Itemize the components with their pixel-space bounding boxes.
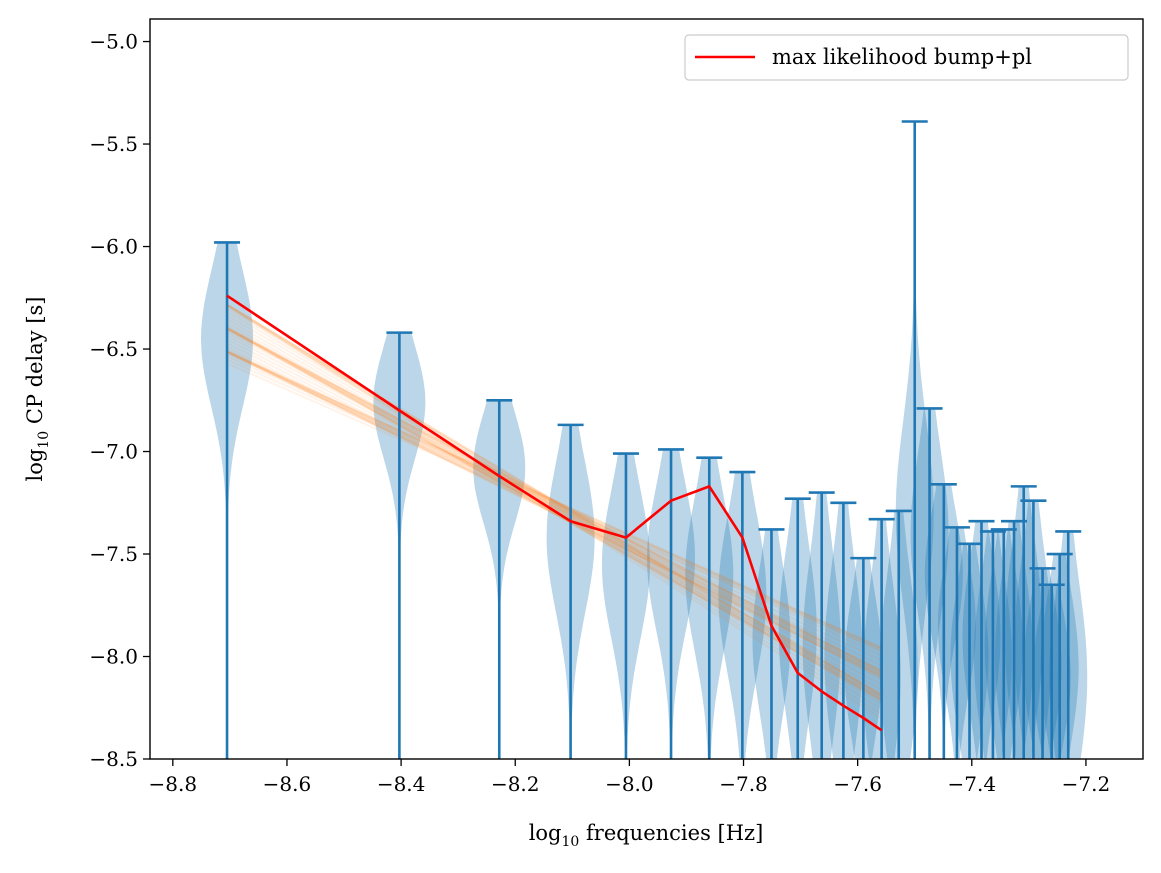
y-tick-label: −5.0 bbox=[89, 30, 138, 54]
x-tick-label: −8.4 bbox=[377, 772, 426, 796]
y-tick-label: −7.0 bbox=[89, 440, 138, 464]
x-tick-label: −7.2 bbox=[1062, 772, 1111, 796]
x-tick-label: −8.8 bbox=[149, 772, 198, 796]
legend-box bbox=[684, 34, 1129, 81]
x-axis-label-text: frequencies [Hz] bbox=[579, 821, 763, 845]
y-tick-label: −8.0 bbox=[89, 645, 138, 669]
violin-extrema-layer bbox=[214, 120, 1082, 759]
y-axis-label-prefix: log bbox=[23, 449, 47, 482]
x-tick-label: −8.2 bbox=[491, 772, 540, 796]
x-axis-label-subscript: 10 bbox=[562, 834, 580, 850]
x-axis-label-prefix: log bbox=[529, 821, 562, 845]
y-tick-label: −6.0 bbox=[89, 235, 138, 259]
y-axis-label: log10 CP delay [s] bbox=[23, 297, 52, 482]
y-tick-label: −5.5 bbox=[89, 132, 138, 156]
max-likelihood-layer bbox=[226, 294, 883, 732]
x-tick-label: −7.8 bbox=[719, 772, 768, 796]
x-tick-label: −7.4 bbox=[948, 772, 997, 796]
max-likelihood-line bbox=[226, 294, 883, 732]
x-axis-label: log10 frequencies [Hz] bbox=[529, 821, 764, 850]
plot-frame bbox=[149, 18, 1144, 760]
y-axis-label-text: CP delay [s] bbox=[23, 297, 47, 431]
legend-label-max-likelihood: max likelihood bump+pl bbox=[772, 45, 1032, 69]
y-tick-label: −7.5 bbox=[89, 542, 138, 566]
x-tick-label: −7.6 bbox=[833, 772, 882, 796]
y-tick-label: −6.5 bbox=[89, 337, 138, 361]
x-tick-label: −8.0 bbox=[605, 772, 654, 796]
plot-area bbox=[201, 120, 1088, 759]
legend: max likelihood bump+pl bbox=[684, 34, 1129, 81]
y-axis-label-subscript: 10 bbox=[36, 431, 52, 449]
x-axis-ticks: −8.8 −8.6 −8.4 −8.2 −8.0 −7.8 −7.6 −7.4 −7.2 bbox=[149, 759, 1111, 796]
x-tick-label: −8.6 bbox=[263, 772, 312, 796]
y-axis-ticks: −5.0 −5.5 −6.0 −6.5 −7.0 −7.5 −8.0 −8.5 bbox=[89, 30, 150, 771]
y-tick-label: −8.5 bbox=[89, 747, 138, 771]
